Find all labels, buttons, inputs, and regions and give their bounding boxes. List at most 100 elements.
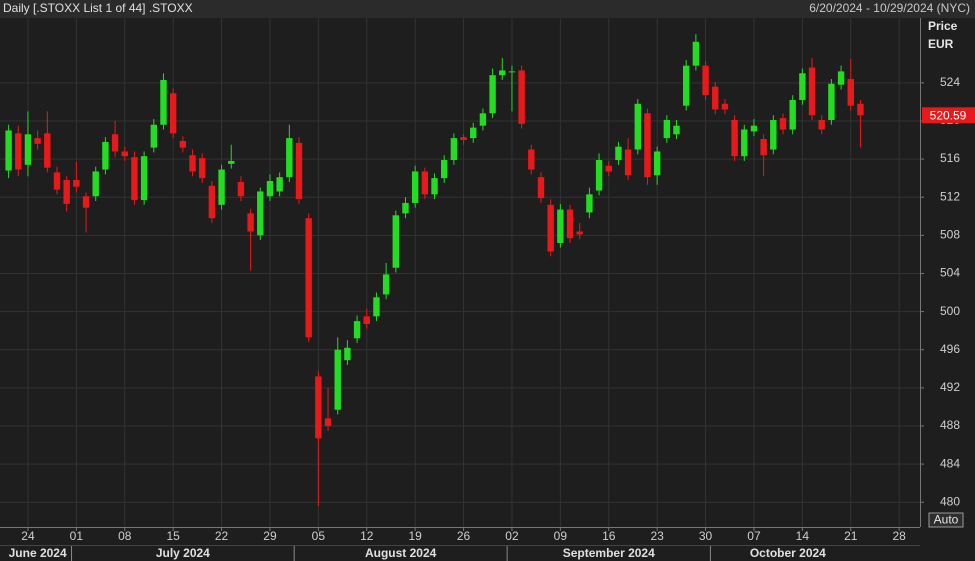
candle-body [276,177,283,192]
candle-body [683,65,690,106]
candle-body [547,204,554,252]
candle-body [218,169,225,205]
auto-button-label[interactable]: Auto [934,513,959,527]
candle-body [411,171,419,203]
candle-body [92,171,99,197]
candle-body [644,113,651,178]
y-tick-label: 516 [940,151,960,165]
candle-body [566,209,574,239]
x-tick-label: 28 [892,529,906,543]
candle-body [111,134,119,152]
candle-body [624,149,632,176]
x-tick-label: 29 [263,529,277,543]
candle-body [315,376,322,439]
date-range: 6/20/2024 - 10/29/2024 (NYC) [809,1,970,15]
candle-body [431,178,438,195]
y-tick-label: 512 [940,189,960,203]
candle-body [837,71,845,85]
candle-body [741,129,748,157]
candle-body [63,180,70,204]
candle-body [373,297,380,317]
candle-body [392,215,399,268]
candle-body [334,349,341,410]
candle-body [179,140,187,148]
candle-body [382,274,390,295]
candle-body [353,321,361,339]
candle-body [189,155,196,172]
candle-body [131,157,138,201]
candle-body [770,119,777,150]
candle-body [421,171,429,195]
x-tick-label: 02 [505,529,519,543]
candle-body [5,130,12,171]
candle-body [324,418,332,426]
x-tick-label: 30 [699,529,713,543]
candle-body [857,103,864,116]
candle-body [789,99,796,130]
candle-body [528,149,535,170]
candle-body [808,67,816,116]
x-tick-label: 23 [650,529,664,543]
x-tick-label: 26 [457,529,471,543]
x-tick-label: 15 [166,529,180,543]
x-tick-label: 08 [118,529,132,543]
candle-body [199,158,206,179]
x-tick-label: 01 [70,529,84,543]
candle-body [605,165,612,172]
candle-body [518,70,525,124]
x-tick-label: 07 [747,529,761,543]
candle-body [363,316,370,324]
candle-body [537,177,545,199]
x-tick-label: 24 [21,529,35,543]
candle-body [673,125,680,135]
candle-body [305,218,312,338]
month-label: June 2024 [9,546,67,560]
month-label: October 2024 [750,546,826,560]
candle-body [460,137,467,141]
candle-body [847,79,854,106]
candle-body [150,124,157,148]
candle-body [557,209,564,243]
candle-body [750,125,758,132]
plot-area [0,18,920,527]
candle-body [266,180,274,197]
candle-body [450,138,458,161]
candle-body [247,213,254,232]
y-tick-label: 484 [940,456,960,470]
candle-body [499,70,506,76]
y-tick-label: 508 [940,227,960,241]
candle-body [818,119,825,130]
x-tick-label: 05 [312,529,326,543]
candle-body [15,133,22,170]
candle-body [102,141,109,170]
candle-body [344,347,351,361]
candle-body [237,181,245,197]
candle-body [257,191,264,236]
y-tick-label: 500 [940,304,960,318]
candle-body [121,151,128,157]
auto-button[interactable] [928,512,964,528]
candle-body [799,73,806,100]
candle-body [140,156,148,201]
month-label: July 2024 [156,546,210,560]
candle-body [663,119,671,139]
candle-body [702,65,709,96]
y-axis-title: Price [928,19,958,33]
candle-body [160,79,167,125]
candle-body [44,133,51,168]
y-tick-label: 496 [940,342,960,356]
candle-body [82,196,90,208]
candle-body [169,93,177,134]
x-tick-label: 09 [554,529,568,543]
y-tick-label: 488 [940,418,960,432]
x-tick-label: 16 [602,529,616,543]
candle-body [634,103,641,150]
last-price-box [922,107,975,124]
candle-body [653,151,661,176]
candle-body [402,202,409,214]
candle-body [24,134,32,165]
last-price-label: 520.59 [930,108,967,122]
candle-body [470,127,477,139]
candle-body [595,160,603,191]
